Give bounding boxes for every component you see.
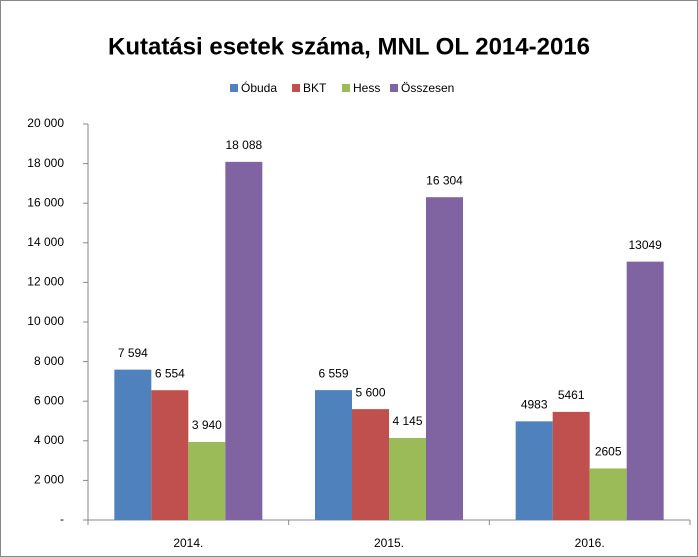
chart-title: Kutatási esetek száma, MNL OL 2014-2016 (108, 33, 590, 60)
y-tick-label: - (60, 512, 64, 526)
bar (352, 409, 389, 520)
value-label: 5 600 (355, 385, 385, 399)
y-tick-label: 14 000 (27, 235, 64, 249)
bar (114, 369, 152, 520)
value-label: 7 594 (118, 346, 148, 360)
x-tick-label: 2014. (173, 536, 203, 550)
y-tick-label: 16 000 (27, 195, 64, 209)
bar (426, 197, 463, 521)
value-label: 13049 (628, 238, 662, 252)
y-tick-label: 2 000 (34, 473, 64, 487)
y-tick-label: 20 000 (27, 116, 64, 130)
legend-label: Hess (353, 81, 380, 95)
legend-swatch (230, 84, 238, 92)
bar (589, 468, 627, 520)
bar (225, 161, 263, 520)
bar (151, 390, 189, 520)
bar (552, 411, 590, 520)
x-tick-label: 2016. (575, 536, 605, 550)
value-label: 6 554 (155, 366, 185, 380)
value-label: 4 145 (392, 414, 422, 428)
y-tick-label: 12 000 (27, 275, 64, 289)
y-tick-label: 18 000 (27, 156, 64, 170)
y-tick-label: 10 000 (27, 314, 64, 328)
legend-label: Összesen (401, 81, 454, 95)
legend-label: BKT (303, 81, 327, 95)
value-label: 6 559 (318, 366, 348, 380)
value-label: 16 304 (426, 173, 463, 187)
legend-swatch (342, 84, 350, 92)
bar (315, 390, 352, 520)
value-label: 3 940 (192, 418, 222, 432)
legend-swatch (390, 84, 398, 92)
value-label: 18 088 (225, 138, 262, 152)
value-label: 5461 (558, 388, 585, 402)
y-tick-label: 8 000 (34, 354, 64, 368)
value-label: 4983 (521, 398, 548, 412)
legend-swatch (292, 84, 300, 92)
legend-label: Óbuda (241, 80, 277, 95)
y-tick-label: 4 000 (34, 433, 64, 447)
bar (626, 261, 664, 520)
bar (188, 441, 226, 520)
bar (515, 421, 553, 520)
bar (389, 437, 426, 520)
y-tick-label: 6 000 (34, 393, 64, 407)
x-tick-label: 2015. (374, 536, 404, 550)
value-label: 2605 (595, 445, 622, 459)
